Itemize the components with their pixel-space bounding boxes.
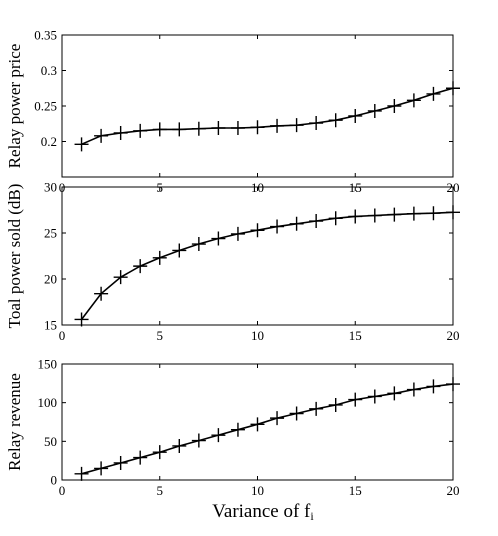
revenue-panel: 0 5 10 15 20 0 50 100 150 Relay revenue (5, 357, 460, 498)
data-point-marker (309, 214, 324, 229)
data-point-marker (211, 231, 226, 246)
data-point-marker (270, 411, 285, 426)
x-tick-label: 0 (59, 328, 66, 343)
data-point-marker (348, 108, 363, 123)
series-line (81, 383, 454, 475)
data-point-marker (152, 445, 167, 460)
data-point-marker (367, 103, 382, 118)
data-point-marker (191, 121, 206, 136)
x-tick-label: 20 (447, 483, 460, 498)
data-point-marker (348, 392, 363, 407)
y-tick-label: 25 (44, 226, 57, 241)
data-point-marker (133, 450, 148, 465)
data-point-marker (172, 122, 187, 137)
y-tick-label: 0.2 (41, 134, 57, 149)
y-tick-label: 0.3 (41, 63, 57, 78)
data-point-marker (446, 377, 460, 392)
data-point-marker (406, 382, 421, 397)
data-point-marker (211, 428, 226, 443)
power-sold-panel: 0 5 10 15 20 15 20 25 30 Toal power sold (dB) (5, 180, 460, 343)
data-point-marker (191, 433, 206, 448)
data-point-marker (230, 422, 245, 437)
data-point-marker (113, 270, 128, 285)
x-axis-label: Variance of fi (212, 501, 314, 523)
data-point-marker (172, 438, 187, 453)
y-tick-label: 0.35 (34, 28, 57, 43)
data-point-marker (74, 312, 89, 327)
y-tick-label: 100 (38, 395, 58, 410)
data-point-marker (113, 125, 128, 140)
data-point-marker (270, 219, 285, 234)
x-axis-label-subscript: i (310, 509, 314, 523)
data-point-marker (113, 455, 128, 470)
y-tick-label: 30 (44, 180, 57, 195)
data-point-marker (387, 207, 402, 222)
data-point-marker (426, 86, 441, 101)
data-point-marker (348, 209, 363, 224)
y-tick-label: 150 (38, 357, 58, 372)
data-point-marker (94, 461, 109, 476)
y-tick-label: 0 (51, 473, 58, 488)
data-point-marker (250, 223, 265, 238)
series-line (81, 87, 454, 146)
data-point-marker (250, 120, 265, 135)
data-point-marker (133, 259, 148, 274)
data-point-marker (406, 93, 421, 108)
data-point-marker (328, 113, 343, 128)
data-point-marker (309, 401, 324, 416)
data-point-marker (426, 379, 441, 394)
data-point-marker (74, 137, 89, 152)
data-point-marker (230, 226, 245, 241)
data-point-marker (446, 205, 460, 220)
data-point-marker (328, 397, 343, 412)
data-point-marker (211, 121, 226, 136)
y-tick-label: 20 (44, 272, 57, 287)
data-point-marker (270, 118, 285, 133)
data-point-marker (426, 206, 441, 221)
y-axis-label: Relay power price (5, 44, 24, 169)
data-point-marker (367, 208, 382, 223)
data-point-marker (94, 128, 109, 143)
x-tick-label: 20 (447, 328, 460, 343)
data-point-marker (172, 243, 187, 258)
data-point-marker (406, 206, 421, 221)
x-tick-label: 15 (349, 483, 362, 498)
data-point-marker (191, 237, 206, 252)
data-point-marker (367, 389, 382, 404)
y-axis-label: Relay revenue (5, 373, 24, 471)
data-point-marker (289, 216, 304, 231)
x-tick-label: 5 (157, 483, 164, 498)
data-point-marker (289, 118, 304, 133)
data-point-marker (152, 250, 167, 265)
data-point-marker (250, 417, 265, 432)
data-point-marker (289, 406, 304, 421)
data-point-marker (387, 386, 402, 401)
x-tick-label: 10 (251, 328, 264, 343)
data-point-marker (133, 123, 148, 138)
x-tick-label: 5 (157, 328, 164, 343)
y-axis-label: Toal power sold (dB) (5, 184, 24, 329)
x-tick-label: 10 (251, 483, 264, 498)
data-point-marker (94, 286, 109, 301)
y-tick-label: 0.25 (34, 99, 57, 114)
x-tick-label: 0 (59, 483, 66, 498)
x-tick-label: 15 (349, 328, 362, 343)
data-point-marker (74, 466, 89, 481)
data-point-marker (152, 122, 167, 137)
y-tick-label: 15 (44, 318, 57, 333)
data-point-marker (446, 81, 460, 96)
data-point-marker (387, 99, 402, 113)
y-tick-label: 50 (44, 434, 57, 449)
data-point-marker (309, 116, 324, 131)
data-point-marker (230, 121, 245, 136)
data-point-marker (328, 211, 343, 226)
